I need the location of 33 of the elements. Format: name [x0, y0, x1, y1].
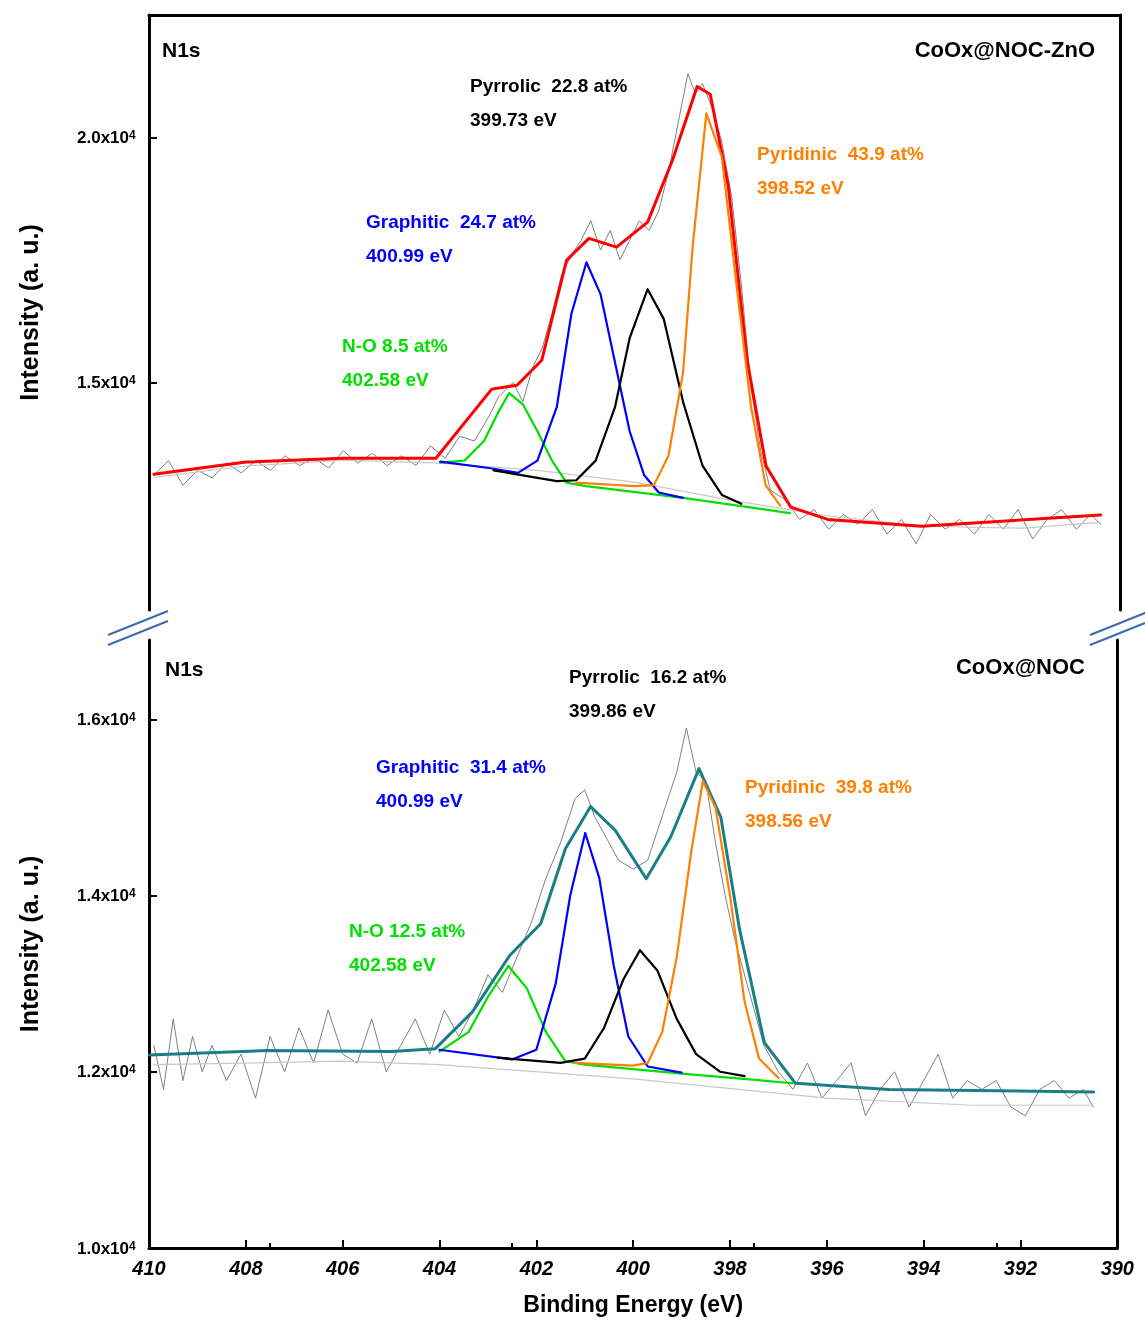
- annotation: Graphitic 24.7 at% 400.99 eV: [366, 210, 537, 266]
- text: CoOx@NOC-ZnO: [914, 36, 1096, 62]
- line-series: [438, 964, 795, 1085]
- x-tick-label: 410: [131, 1257, 166, 1279]
- line-series: [492, 288, 743, 505]
- line-series: [153, 459, 1102, 529]
- annotation: N-O 12.5 at% 402.58 eV: [349, 919, 466, 975]
- x-tick-label: 408: [228, 1257, 264, 1279]
- x-axis-title: Binding Energy (eV): [523, 1290, 744, 1317]
- x-tick-label: 406: [324, 1257, 361, 1279]
- annotation: N1s: [165, 656, 204, 680]
- line-series: [153, 1060, 1094, 1106]
- annotation: Pyridinic 39.8 at% 398.56 eV: [745, 775, 912, 831]
- x-tick-label: 394: [906, 1257, 941, 1279]
- line-series: [153, 727, 1094, 1117]
- x-tick-label: 398: [713, 1257, 748, 1279]
- x-tick-label: 392: [1003, 1257, 1038, 1279]
- x-tick-label: 404: [421, 1257, 457, 1279]
- annotation: Pyridinic 43.9 at% 398.52 eV: [757, 142, 924, 198]
- annotation: Pyrrolic 22.8 at% 399.73 eV: [470, 74, 628, 130]
- y-axis-title: Intensity (a. u.): [14, 224, 43, 401]
- annotation: N-O 8.5 at% 402.58 eV: [342, 334, 448, 390]
- annotation: Graphitic 31.4 at% 400.99 eV: [376, 755, 547, 811]
- x-tick-label: 390: [1100, 1257, 1134, 1279]
- annotation: Pyrrolic 16.2 at% 399.86 eV: [569, 665, 727, 721]
- x-tick-label: 400: [615, 1257, 650, 1279]
- y-axis-title: Intensity (a. u.): [14, 855, 43, 1033]
- line-series: [496, 949, 746, 1078]
- x-tick-label: 402: [518, 1257, 554, 1279]
- line-series: [439, 391, 791, 515]
- x-tick-label: 396: [810, 1257, 845, 1279]
- text: CoOx@NOC: [955, 653, 1086, 679]
- annotation: N1s: [162, 37, 201, 61]
